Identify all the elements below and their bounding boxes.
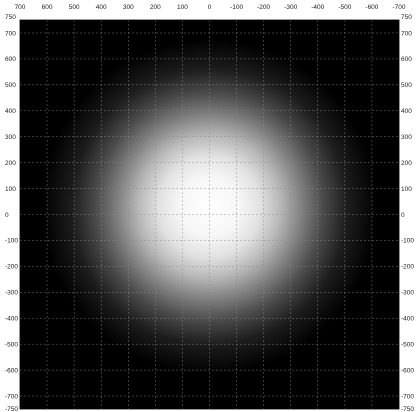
y-tick-label-right: 500 [401,82,412,89]
y-tick-label-left: -750 [5,406,18,412]
y-axis-left-ticks: 750 700 600 500 400 300 200 100 0 -100 -200 -300 -40… [5,14,18,412]
y-tick-label-left: 200 [5,160,16,167]
y-tick-label-left: -500 [5,341,18,348]
x-tick-label: 300 [123,4,134,11]
y-tick-label-left: 700 [5,30,16,37]
y-tick-label-left: -100 [5,238,18,245]
y-tick-label-left: -400 [5,316,18,323]
x-tick-label: 600 [42,4,53,11]
y-tick-label-right: 750 [401,14,412,21]
y-tick-label-left: 300 [5,134,16,141]
y-axis-right-ticks: 750 700 600 500 400 300 200 100 0 -100 -200 -300 -40… [401,14,414,412]
x-tick-label: -300 [284,4,297,11]
y-tick-label-right: 700 [401,30,412,37]
y-tick-label-right: 400 [401,108,412,115]
y-tick-label-right: 200 [401,160,412,167]
plot-frame [19,19,400,410]
y-tick-label-right: -100 [401,238,414,245]
y-tick-label-right: 0 [401,212,405,219]
x-tick-label: 400 [96,4,107,11]
x-tick-label: 0 [208,4,212,11]
y-tick-label-right: 600 [401,56,412,63]
grid-lines [19,20,400,409]
y-tick-label-left: 600 [5,56,16,63]
y-tick-label-right: -750 [401,406,414,412]
y-tick-label-left: -600 [5,367,18,374]
x-tick-label: 700 [15,4,26,11]
x-tick-label: 200 [150,4,161,11]
y-tick-label-right: 300 [401,134,412,141]
y-tick-label-left: 750 [5,14,16,21]
y-tick-label-right: -500 [401,341,414,348]
x-tick-label: -200 [257,4,270,11]
y-tick-label-left: -300 [5,290,18,297]
x-axis-top-ticks: 700 600 500 400 300 200 100 0 -100 -200 -300 -400 -5… [15,4,406,11]
y-tick-label-right: -600 [401,367,414,374]
y-tick-label-left: 100 [5,186,16,193]
x-tick-label: -100 [230,4,243,11]
y-tick-label-left: 500 [5,82,16,89]
x-tick-label: -700 [392,4,405,11]
x-tick-label: -400 [311,4,324,11]
y-tick-label-left: 400 [5,108,16,115]
x-tick-label: 500 [69,4,80,11]
y-tick-label-right: -200 [401,264,414,271]
y-tick-label-right: -400 [401,316,414,323]
x-tick-label: -500 [338,4,351,11]
y-tick-label-right: 100 [401,186,412,193]
y-tick-label-right: -300 [401,290,414,297]
y-tick-label-left: 0 [5,212,9,219]
y-tick-label-right: -700 [401,393,414,400]
x-tick-label: 100 [177,4,188,11]
y-tick-label-left: -200 [5,264,18,271]
x-tick-label: -600 [365,4,378,11]
y-tick-label-left: -700 [5,393,18,400]
